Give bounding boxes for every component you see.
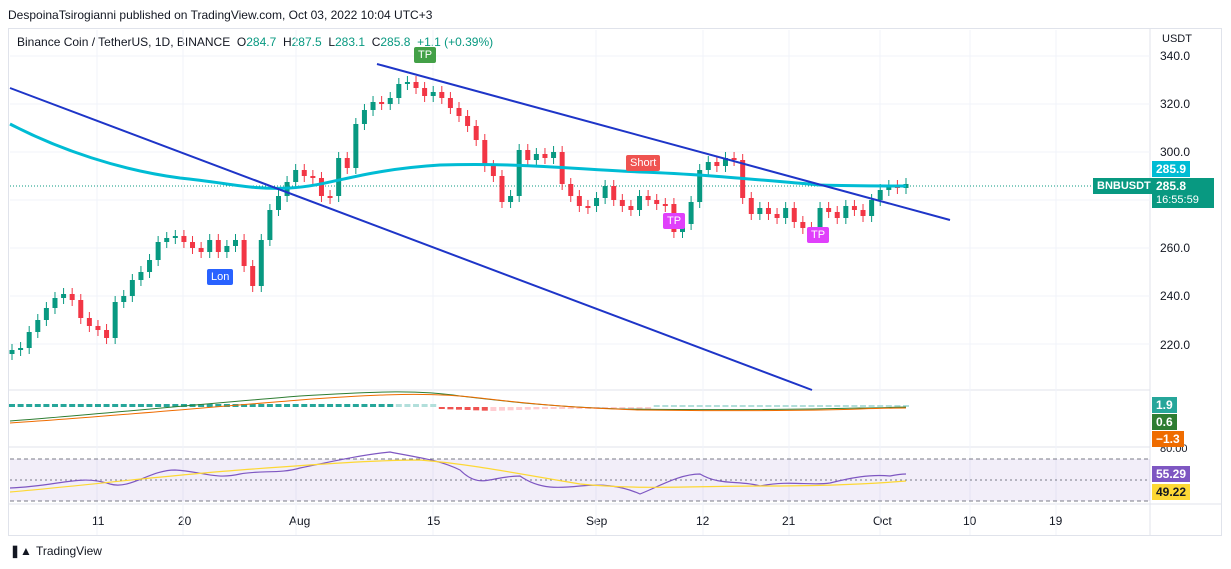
currency-label: USDT (1162, 33, 1192, 45)
countdown-label: 16:55:59 (1152, 192, 1214, 208)
change-value: +1.1 (+0.39%) (417, 35, 494, 49)
price-tick: 320.0 (1160, 97, 1191, 111)
close-label: C (371, 35, 381, 49)
time-tick: 10 (963, 514, 977, 528)
symbol-title: Binance Coin / TetherUS, 1D, BINANCE (17, 35, 231, 49)
low-value: 283.1 (335, 35, 366, 49)
close-value: 285.8 (380, 35, 411, 49)
last-price-label: 285.8 (1152, 178, 1214, 194)
price-tick: 240.0 (1160, 289, 1191, 303)
long-signal[interactable]: Lon (207, 269, 234, 285)
macd-hist-label: 1.9 (1152, 397, 1177, 413)
macd-line-label: −1.3 (1152, 431, 1184, 447)
tp-signal[interactable]: TP (414, 47, 437, 63)
price-tick: 300.0 (1160, 145, 1191, 159)
rsi-ma-label: 49.22 (1152, 484, 1191, 500)
chart-frame[interactable] (8, 28, 1222, 536)
footer-brand[interactable]: ❚▲ TradingView (10, 544, 102, 558)
time-tick: 12 (696, 514, 710, 528)
tp-signal[interactable]: TP (807, 227, 830, 243)
time-tick: 21 (782, 514, 796, 528)
time-tick: 20 (178, 514, 192, 528)
price-tick: 340.0 (1160, 49, 1191, 63)
open-value: 284.7 (246, 35, 277, 49)
time-tick: Sep (586, 514, 608, 528)
price-tick: 220.0 (1160, 338, 1191, 352)
publish-info: DespoinaTsirogianni published on Trading… (8, 8, 433, 22)
time-tick: 11 (92, 514, 105, 528)
symbol-legend[interactable]: Binance Coin / TetherUS, 1D, BINANCE O28… (17, 35, 493, 49)
short-signal[interactable]: Short (626, 155, 661, 171)
brand-name: TradingView (35, 544, 102, 558)
time-tick: 19 (1049, 514, 1063, 528)
macd-signal-label: 0.6 (1152, 414, 1177, 430)
time-tick: Oct (873, 514, 892, 528)
tp-signal[interactable]: TP (663, 213, 686, 229)
high-value: 287.5 (291, 35, 322, 49)
ma-price-label: 285.9 (1152, 161, 1191, 177)
rsi-value-label: 55.29 (1152, 466, 1191, 482)
low-label: L (328, 35, 335, 49)
time-tick: Aug (289, 514, 311, 528)
tradingview-logo-icon: ❚▲ (10, 544, 32, 558)
symbol-price-label: BNBUSDT (1093, 178, 1155, 194)
time-tick: 15 (427, 514, 441, 528)
price-tick: 260.0 (1160, 241, 1191, 255)
high-label: H (282, 35, 292, 49)
open-label: O (236, 35, 247, 49)
